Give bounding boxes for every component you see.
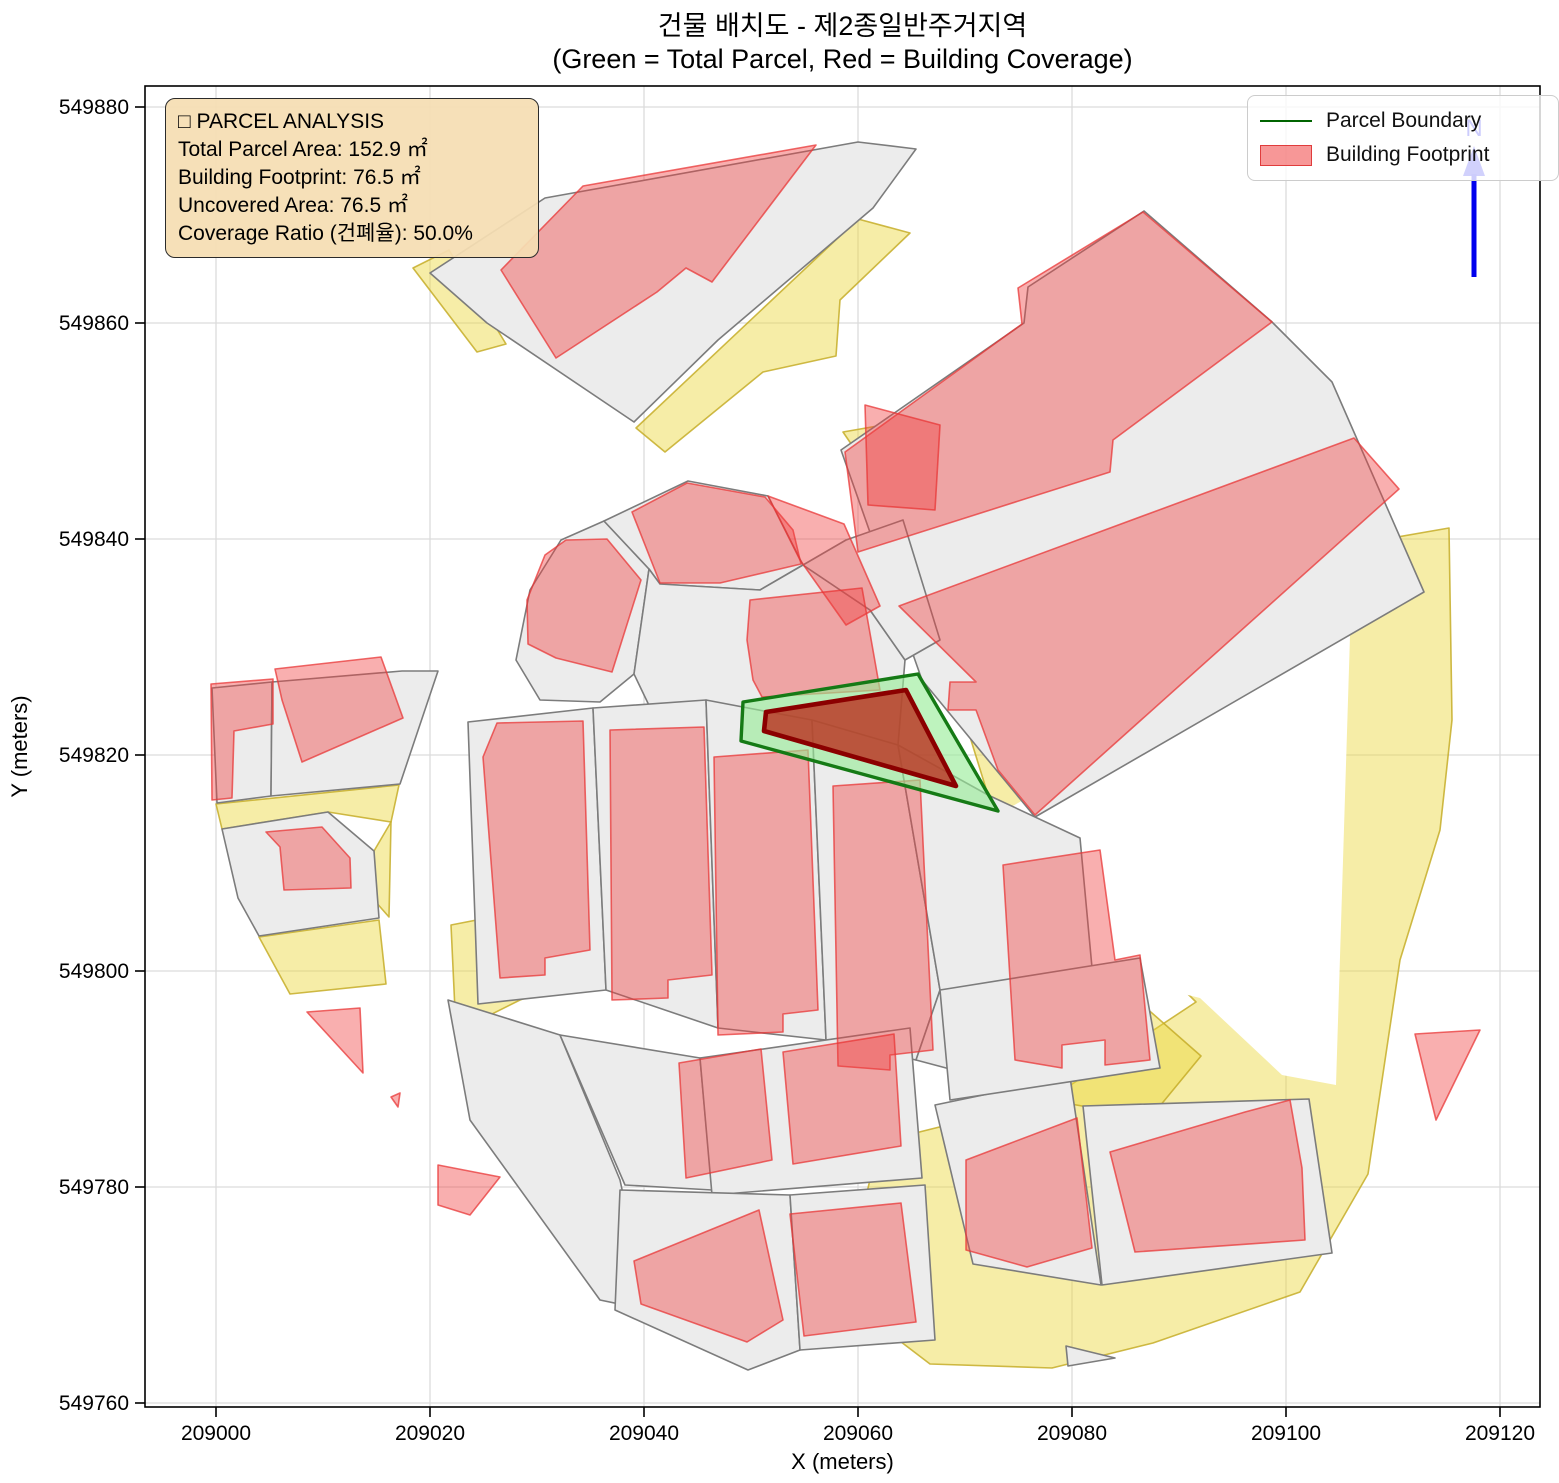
uncovered-area: Uncovered Area: 76.5 ㎡ bbox=[178, 194, 408, 217]
building-left-south bbox=[265, 826, 352, 891]
building-bottom-3 bbox=[633, 1209, 784, 1343]
x-tick-label: 209120 bbox=[1465, 1422, 1535, 1445]
road-left-band bbox=[215, 784, 400, 830]
building-row-2 bbox=[609, 726, 713, 1001]
triangle-right bbox=[1414, 1029, 1481, 1121]
y-tick-label: 549800 bbox=[59, 960, 129, 983]
parcel-bottomright-2 bbox=[1082, 1098, 1333, 1286]
building-bottom-1 bbox=[678, 1048, 773, 1179]
x-axis-label: X (meters) bbox=[791, 1449, 894, 1474]
coverage-ratio: Coverage Ratio (건폐율): 50.0% bbox=[178, 222, 473, 245]
building-row-3 bbox=[713, 749, 819, 1036]
y-tick-label: 549780 bbox=[59, 1176, 129, 1199]
triangle-left bbox=[306, 1007, 364, 1074]
x-tick-label: 209020 bbox=[395, 1422, 465, 1445]
y-axis-label: Y (meters) bbox=[7, 695, 32, 797]
parcel-central-4 bbox=[802, 519, 941, 661]
building-topright-corner bbox=[864, 404, 941, 511]
x-tick-label: 209000 bbox=[181, 1422, 251, 1445]
plot-frame bbox=[144, 85, 1541, 1408]
title-line-1: 건물 배치도 - 제2종일반주거지역 bbox=[657, 11, 1028, 41]
legend: Parcel Boundary Building Footprint bbox=[1247, 95, 1559, 181]
parcel-left-south bbox=[221, 811, 380, 937]
parcel-sliver-bottom bbox=[1065, 1345, 1116, 1367]
parcel-bottom-2 bbox=[699, 1027, 923, 1196]
building-row-4 bbox=[832, 779, 934, 1071]
building-central-ne bbox=[767, 495, 881, 626]
parcel-bottom-3 bbox=[614, 1189, 801, 1371]
building-topright-strip1 bbox=[844, 211, 1273, 553]
road-left-bottom bbox=[258, 919, 387, 995]
building-central-pentagon bbox=[631, 482, 802, 584]
parcel-topright bbox=[840, 210, 1425, 818]
y-tick-label: 549760 bbox=[59, 1392, 129, 1415]
y-tick-label: 549860 bbox=[59, 312, 129, 335]
y-tick-label: 549820 bbox=[59, 744, 129, 767]
x-tick-label: 209040 bbox=[609, 1422, 679, 1445]
x-tick-label: 209100 bbox=[1251, 1422, 1321, 1445]
building-central-round bbox=[526, 538, 642, 673]
building-right-col bbox=[1002, 849, 1151, 1069]
building-bottomright-2 bbox=[1109, 1099, 1306, 1253]
title-line-2: (Green = Total Parcel, Red = Building Co… bbox=[552, 44, 1133, 74]
building-row-1 bbox=[482, 720, 591, 979]
building-bottom-4 bbox=[789, 1202, 917, 1337]
building-left-big bbox=[274, 656, 404, 763]
building-footprint-patch-icon bbox=[1260, 144, 1312, 166]
sliver-bottom-left bbox=[437, 1164, 501, 1216]
y-tick-label: 549840 bbox=[59, 528, 129, 551]
x-tick-label: 209060 bbox=[823, 1422, 893, 1445]
legend-item-building-footprint: Building Footprint bbox=[1260, 138, 1546, 172]
white-gap-right bbox=[1002, 636, 1350, 1085]
legend-label-parcel-boundary: Parcel Boundary bbox=[1326, 109, 1482, 132]
parcel-analysis-header: □ PARCEL ANALYSIS bbox=[178, 110, 385, 133]
building-left-narrow bbox=[210, 678, 274, 801]
legend-label-building-footprint: Building Footprint bbox=[1326, 143, 1490, 166]
building-bottomright-1 bbox=[965, 1117, 1093, 1268]
building-bottom-2 bbox=[782, 1033, 902, 1165]
parcel-left-b bbox=[270, 670, 439, 797]
building-topright-strip2 bbox=[898, 437, 1400, 816]
speck-left bbox=[390, 1092, 401, 1108]
building-footprint-area: Building Footprint: 76.5 ㎡ bbox=[178, 166, 421, 189]
parcel-bottom-4 bbox=[789, 1184, 936, 1351]
legend-item-parcel-boundary: Parcel Boundary bbox=[1260, 104, 1546, 138]
x-tick-label: 209080 bbox=[1037, 1422, 1107, 1445]
parcel-analysis-box: □ PARCEL ANALYSIS Total Parcel Area: 152… bbox=[165, 98, 539, 258]
road-band-topleft bbox=[635, 218, 911, 453]
y-tick-label: 549880 bbox=[59, 96, 129, 119]
highlight-building bbox=[761, 687, 959, 789]
total-parcel-area: Total Parcel Area: 152.9 ㎡ bbox=[178, 138, 428, 161]
building-central-e bbox=[746, 587, 881, 698]
parcel-boundary-line-icon bbox=[1260, 120, 1312, 122]
plot-title: 건물 배치도 - 제2종일반주거지역 (Green = Total Parcel… bbox=[145, 10, 1540, 76]
